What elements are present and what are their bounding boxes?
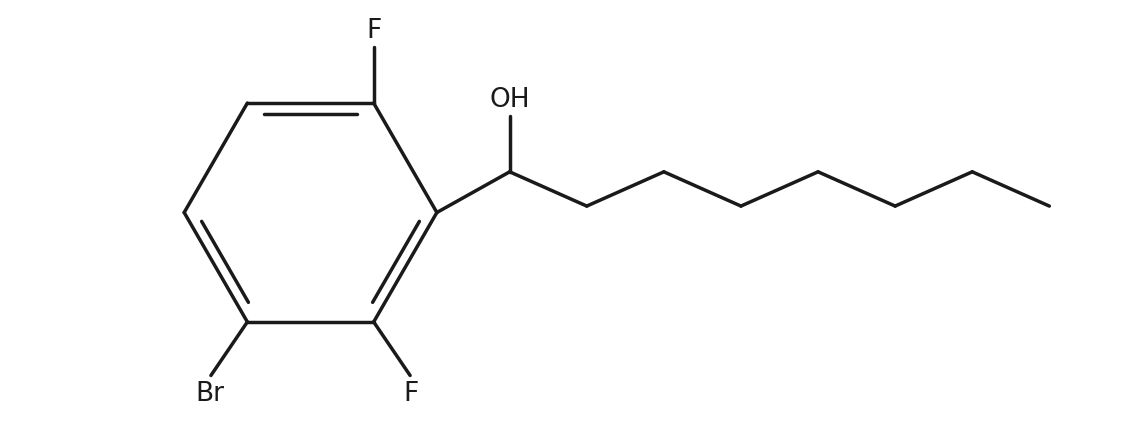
Text: F: F (404, 380, 419, 406)
Text: F: F (367, 18, 381, 44)
Text: Br: Br (195, 380, 225, 406)
Text: OH: OH (489, 86, 530, 112)
